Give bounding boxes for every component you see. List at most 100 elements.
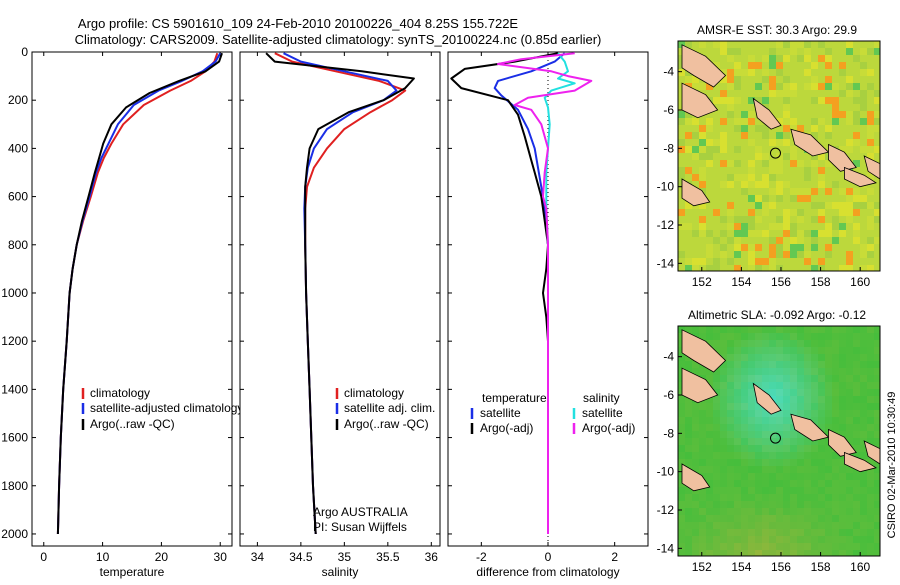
map-cell bbox=[741, 223, 748, 230]
map-cell bbox=[874, 368, 880, 375]
map-cell bbox=[804, 529, 811, 536]
map-cell bbox=[692, 83, 699, 90]
map-cell bbox=[776, 237, 783, 244]
map-cell bbox=[741, 111, 748, 118]
map-cell bbox=[692, 550, 699, 556]
map-cell bbox=[853, 424, 860, 431]
map-cell bbox=[874, 543, 880, 550]
map-cell bbox=[748, 368, 755, 375]
map-cell bbox=[755, 347, 762, 354]
map-cell bbox=[804, 237, 811, 244]
map-cell bbox=[678, 181, 685, 188]
x-tick-label: 156 bbox=[771, 275, 791, 289]
map-cell bbox=[734, 202, 741, 209]
map-cell bbox=[846, 438, 853, 445]
map-cell bbox=[860, 104, 867, 111]
map-cell bbox=[748, 508, 755, 515]
map-cell bbox=[678, 188, 685, 195]
map-cell bbox=[762, 62, 769, 69]
map-cell bbox=[734, 209, 741, 216]
map-cell bbox=[839, 48, 846, 55]
map-cell bbox=[811, 452, 818, 459]
land-outline bbox=[681, 367, 719, 404]
map-cell bbox=[825, 139, 832, 146]
map-cell bbox=[727, 529, 734, 536]
map-cell bbox=[853, 48, 860, 55]
map-cell bbox=[748, 550, 755, 556]
map-cell bbox=[790, 480, 797, 487]
map-cell bbox=[713, 543, 720, 550]
map-cell bbox=[713, 431, 720, 438]
map-cell bbox=[762, 431, 769, 438]
map-cell bbox=[769, 104, 776, 111]
map-cell bbox=[776, 69, 783, 76]
map-cell bbox=[846, 181, 853, 188]
map-cell bbox=[825, 375, 832, 382]
map-cell bbox=[853, 431, 860, 438]
map-cell bbox=[706, 340, 713, 347]
map-cell bbox=[804, 41, 811, 48]
map-cell bbox=[713, 125, 720, 132]
map-cell bbox=[811, 389, 818, 396]
map-cell bbox=[874, 382, 880, 389]
map-cell bbox=[846, 104, 853, 111]
map-cell bbox=[874, 181, 880, 188]
map-cell bbox=[825, 223, 832, 230]
map-cell bbox=[685, 251, 692, 258]
map-cell bbox=[685, 153, 692, 160]
map-cell bbox=[678, 431, 685, 438]
map-cell bbox=[783, 354, 790, 361]
map-cell bbox=[762, 90, 769, 97]
map-cell bbox=[853, 340, 860, 347]
map-cell bbox=[755, 181, 762, 188]
map-cell bbox=[860, 326, 867, 333]
map-cell bbox=[734, 132, 741, 139]
map-cell bbox=[727, 174, 734, 181]
map-cell bbox=[678, 536, 685, 543]
map-cell bbox=[755, 361, 762, 368]
map-cell bbox=[818, 459, 825, 466]
map-cell bbox=[811, 382, 818, 389]
map-cell bbox=[762, 508, 769, 515]
map-cell bbox=[853, 90, 860, 97]
map-cell bbox=[853, 529, 860, 536]
map-cell bbox=[811, 62, 818, 69]
map-cell bbox=[748, 251, 755, 258]
map-cell bbox=[769, 529, 776, 536]
map-cell bbox=[839, 466, 846, 473]
legend-label: climatology bbox=[344, 386, 404, 400]
map-cell bbox=[713, 244, 720, 251]
map-cell bbox=[818, 111, 825, 118]
map-cell bbox=[804, 326, 811, 333]
map-cell bbox=[769, 466, 776, 473]
map-cell bbox=[867, 347, 874, 354]
map-cell bbox=[741, 202, 748, 209]
map-cell bbox=[741, 550, 748, 556]
map-cell bbox=[699, 368, 706, 375]
map-cell bbox=[832, 487, 839, 494]
map-title: Altimetric SLA: -0.092 Argo: -0.12 bbox=[688, 308, 866, 322]
map-cell bbox=[678, 125, 685, 132]
map-cell bbox=[685, 132, 692, 139]
map-cell bbox=[685, 265, 692, 271]
map-cell bbox=[867, 90, 874, 97]
map-cell bbox=[699, 536, 706, 543]
map-cell bbox=[741, 118, 748, 125]
map-cell bbox=[839, 354, 846, 361]
map-cell bbox=[713, 529, 720, 536]
map-cell bbox=[692, 424, 699, 431]
map-cell bbox=[867, 237, 874, 244]
map-cell bbox=[818, 118, 825, 125]
map-cell bbox=[874, 195, 880, 202]
map-cell bbox=[748, 410, 755, 417]
map-cell bbox=[860, 202, 867, 209]
map-cell bbox=[678, 104, 685, 111]
map-cell bbox=[720, 195, 727, 202]
map-cell bbox=[685, 501, 692, 508]
map-cell bbox=[762, 195, 769, 202]
map-cell bbox=[832, 347, 839, 354]
map-cell bbox=[762, 550, 769, 556]
map-cell bbox=[797, 230, 804, 237]
map-cell bbox=[860, 216, 867, 223]
map-cell bbox=[734, 347, 741, 354]
